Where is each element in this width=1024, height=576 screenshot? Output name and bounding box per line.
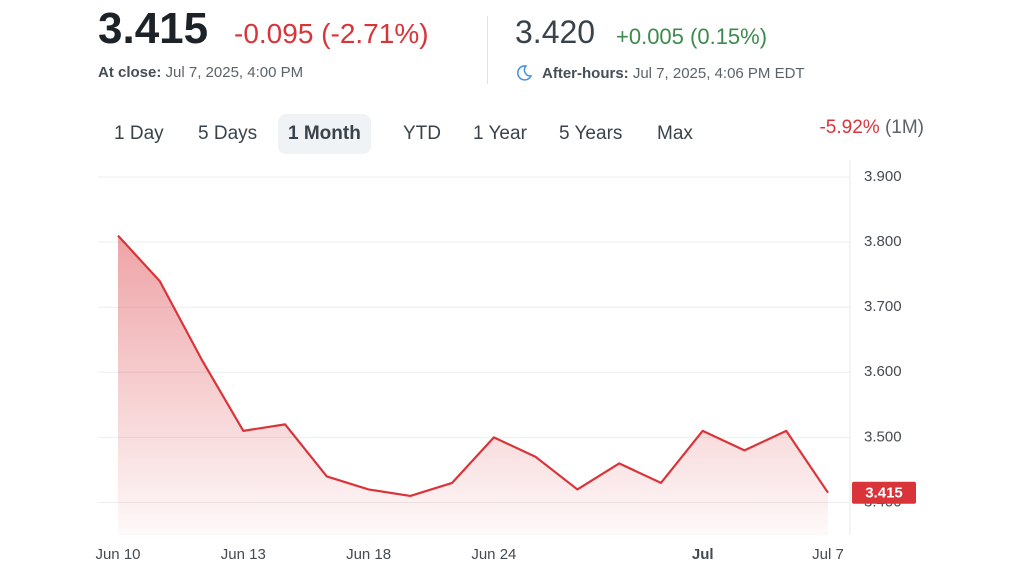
after-label: After-hours: (542, 65, 629, 82)
close-label: At close: (98, 64, 162, 81)
range-tab[interactable]: 5 Years (559, 123, 623, 144)
period-value: -5.92% (819, 117, 880, 138)
divider (487, 16, 488, 84)
area (118, 235, 828, 535)
range-tab[interactable]: 1 Year (473, 123, 527, 144)
x-tick-label: Jul (692, 546, 714, 563)
after-time: Jul 7, 2025, 4:06 PM EDT (632, 65, 805, 82)
x-tick-label: Jun 13 (221, 546, 266, 563)
range-tab[interactable]: YTD (403, 123, 441, 144)
x-tick-label: Jun 10 (95, 546, 140, 563)
close-info: At close: Jul 7, 2025, 4:00 PM (98, 64, 303, 81)
after-price: 3.420 (515, 14, 596, 50)
moon-icon (516, 65, 533, 81)
range-tab[interactable]: 1 Day (114, 123, 164, 144)
x-tick-label: Jun 24 (471, 546, 516, 563)
price-line (117, 234, 829, 498)
close-time: Jul 7, 2025, 4:00 PM (165, 64, 304, 81)
range-tab[interactable]: Max (657, 123, 693, 144)
after-info: After-hours: Jul 7, 2025, 4:06 PM EDT (542, 65, 805, 82)
price-change: -0.095 (-2.71%) (234, 18, 429, 49)
last-price-label: 3.415 (865, 485, 903, 502)
y-tick-label: 3.900 (864, 168, 902, 185)
price: 3.415 (98, 4, 209, 53)
period-label: (1M) (884, 117, 924, 138)
range-tab[interactable]: 1 Month (278, 114, 371, 154)
y-tick-label: 3.700 (864, 298, 902, 315)
y-tick-label: 3.500 (864, 428, 902, 445)
x-tick-label: Jun 18 (346, 546, 391, 563)
y-tick-label: 3.600 (864, 363, 902, 380)
range-tab[interactable]: 5 Days (198, 123, 258, 144)
x-tick-label: Jul 7 (812, 546, 844, 563)
last-price-badge (852, 481, 916, 504)
y-tick-label: 3.800 (864, 233, 902, 250)
after-change: +0.005 (0.15%) (616, 24, 768, 49)
period-change: -5.92% (1M) (819, 117, 924, 139)
